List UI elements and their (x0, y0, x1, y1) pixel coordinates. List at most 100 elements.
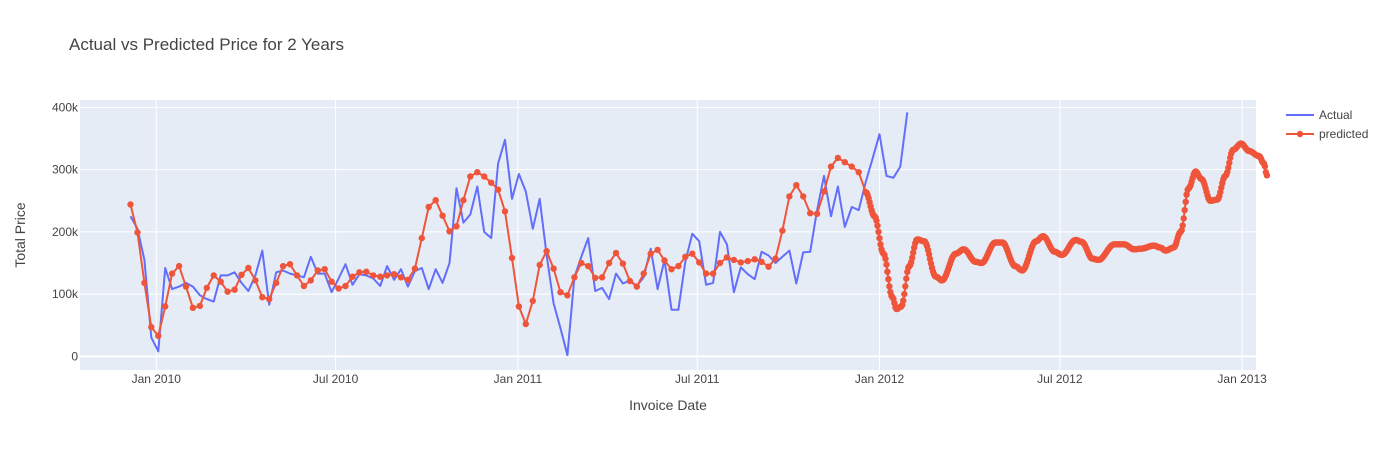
predicted-point[interactable] (550, 265, 557, 272)
predicted-point[interactable] (647, 250, 654, 257)
forecast-point[interactable] (882, 255, 889, 262)
predicted-point[interactable] (765, 263, 772, 270)
predicted-point[interactable] (266, 295, 273, 303)
predicted-point[interactable] (633, 283, 640, 290)
predicted-point[interactable] (460, 197, 467, 204)
predicted-point[interactable] (654, 246, 661, 254)
forecast-point[interactable] (1182, 198, 1189, 205)
forecast-point[interactable] (873, 217, 880, 224)
predicted-point[interactable] (425, 203, 432, 211)
forecast-point[interactable] (1261, 163, 1269, 170)
forecast-point[interactable] (875, 228, 882, 235)
predicted-point[interactable] (626, 277, 634, 285)
predicted-point[interactable] (793, 182, 800, 189)
forecast-point[interactable] (877, 241, 884, 248)
predicted-point[interactable] (328, 278, 335, 285)
predicted-point[interactable] (744, 257, 751, 265)
predicted-point[interactable] (779, 227, 786, 234)
predicted-point[interactable] (598, 274, 606, 281)
predicted-point[interactable] (578, 259, 585, 267)
forecast-point[interactable] (1226, 159, 1233, 166)
predicted-point[interactable] (432, 197, 439, 204)
predicted-point[interactable] (411, 265, 419, 272)
predicted-point[interactable] (786, 193, 793, 200)
predicted-point[interactable] (488, 179, 495, 186)
predicted-point[interactable] (813, 210, 821, 217)
forecast-point[interactable] (884, 268, 891, 275)
predicted-point[interactable] (529, 297, 536, 305)
predicted-point[interactable] (855, 169, 862, 176)
predicted-point[interactable] (515, 303, 523, 310)
predicted-point[interactable] (217, 278, 224, 285)
legend-item-predicted[interactable]: predicted (1286, 127, 1368, 141)
predicted-point[interactable] (363, 268, 370, 275)
predicted-point[interactable] (273, 279, 280, 287)
legend[interactable]: Actual predicted (1286, 108, 1368, 141)
predicted-point[interactable] (383, 272, 391, 279)
predicted-point[interactable] (390, 271, 398, 278)
predicted-point[interactable] (709, 270, 717, 277)
predicted-point[interactable] (259, 294, 266, 301)
predicted-point[interactable] (321, 266, 328, 273)
predicted-point[interactable] (210, 272, 217, 279)
predicted-point[interactable] (404, 276, 412, 283)
predicted-point[interactable] (696, 259, 703, 266)
forecast-point[interactable] (909, 254, 916, 261)
forecast-point[interactable] (886, 283, 893, 290)
predicted-point[interactable] (439, 212, 446, 219)
legend-item-actual[interactable]: Actual (1286, 108, 1352, 122)
predicted-point[interactable] (155, 332, 162, 339)
predicted-point[interactable] (182, 283, 190, 290)
predicted-point[interactable] (252, 277, 259, 284)
actual-series-line[interactable] (129, 112, 909, 357)
predicted-point[interactable] (370, 272, 377, 279)
predicted-point[interactable] (723, 254, 731, 261)
predicted-point[interactable] (605, 259, 613, 267)
predicted-point[interactable] (224, 288, 231, 295)
predicted-point[interactable] (453, 223, 460, 230)
predicted-point[interactable] (751, 256, 758, 263)
predicted-point[interactable] (619, 260, 627, 267)
predicted-point[interactable] (300, 282, 308, 290)
forecast-point[interactable] (1263, 172, 1271, 179)
predicted-point[interactable] (335, 285, 342, 292)
predicted-point[interactable] (702, 270, 710, 277)
predicted-point[interactable] (148, 323, 155, 331)
predicted-point[interactable] (758, 258, 765, 265)
predicted-point[interactable] (730, 256, 738, 264)
predicted-point[interactable] (494, 186, 502, 193)
predicted-point[interactable] (141, 279, 148, 287)
predicted-point[interactable] (668, 266, 675, 273)
predicted-point[interactable] (827, 163, 835, 170)
predicted-point[interactable] (481, 173, 488, 180)
predicted-point[interactable] (557, 289, 564, 296)
predicted-point[interactable] (807, 210, 814, 217)
predicted-point[interactable] (841, 159, 848, 166)
predicted-point[interactable] (682, 253, 689, 260)
predicted-point[interactable] (189, 304, 197, 311)
predicted-point[interactable] (474, 169, 481, 176)
forecast-point[interactable] (900, 297, 907, 304)
predicted-point[interactable] (522, 320, 529, 328)
predicted-point[interactable] (501, 208, 509, 215)
predicted-point[interactable] (293, 272, 301, 279)
forecast-point[interactable] (1181, 206, 1188, 214)
predicted-point[interactable] (286, 261, 294, 268)
predicted-point[interactable] (675, 262, 682, 270)
predicted-point[interactable] (196, 302, 204, 310)
predicted-point[interactable] (279, 262, 287, 270)
predicted-point[interactable] (585, 262, 592, 270)
predicted-point[interactable] (543, 248, 550, 255)
predicted-point[interactable] (307, 277, 314, 284)
predicted-point[interactable] (231, 286, 238, 293)
forecast-point[interactable] (874, 222, 881, 229)
forecast-point[interactable] (885, 276, 892, 283)
predicted-point[interactable] (661, 257, 668, 264)
predicted-point[interactable] (356, 269, 363, 276)
forecast-point[interactable] (1179, 222, 1186, 229)
predicted-point[interactable] (127, 201, 134, 208)
predicted-point[interactable] (612, 249, 620, 257)
predicted-point[interactable] (349, 273, 356, 280)
forecast-point[interactable] (910, 249, 917, 256)
forecast-point[interactable] (876, 235, 883, 242)
